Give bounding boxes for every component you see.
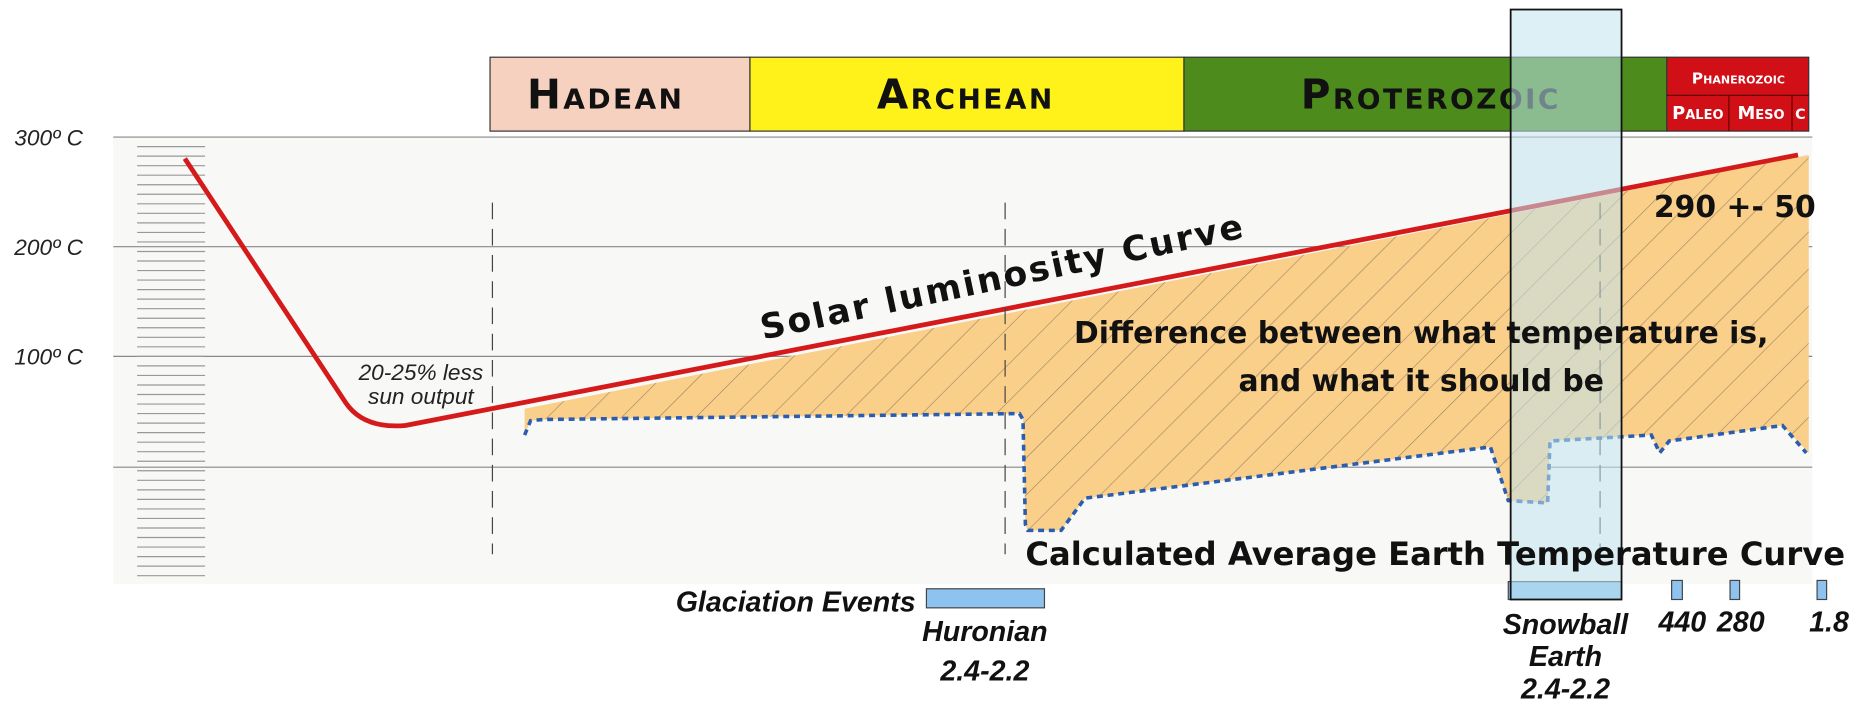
eon-label: Archean	[877, 70, 1055, 118]
glaciation-label: Earth	[1529, 641, 1602, 673]
glaciation-bar	[1816, 579, 1828, 601]
earth-temperature-curve	[522, 411, 1808, 533]
solar-luminosity-curve	[182, 152, 1799, 429]
glaciation-title: Glaciation Events	[676, 586, 916, 618]
axis-label: 200º C	[13, 235, 83, 260]
snowball-highlight	[1509, 8, 1623, 601]
annotation: and what it should be	[1238, 364, 1603, 399]
era-label: Meso	[1737, 103, 1784, 124]
era-label: C	[1795, 107, 1806, 123]
annotation: 20-25% less	[358, 360, 484, 385]
annotation: Calculated Average Earth Temperature Cur…	[1025, 535, 1845, 573]
glaciation-label: 2.4-2.2	[1520, 673, 1610, 702]
glaciation-label: 440	[1657, 607, 1706, 639]
annotation: sun output	[368, 384, 475, 409]
annotation: Difference between what temperature is,	[1074, 316, 1768, 351]
glaciation-bar	[1671, 579, 1683, 601]
glaciation-label: Huronian	[922, 616, 1048, 648]
glaciation-bar	[925, 588, 1046, 609]
difference-area	[524, 154, 1809, 531]
glaciation-label: 280	[1716, 607, 1765, 639]
eon-label: Hadean	[527, 70, 684, 118]
era-label: Paleo	[1672, 103, 1723, 124]
axis-label: 300º C	[14, 125, 83, 150]
glaciation-label: 2.4-2.2	[939, 656, 1029, 688]
glaciation-label: 1.8	[1809, 607, 1849, 639]
eon-label: Phanerozoic	[1692, 69, 1785, 87]
glaciation-label: Snowball	[1503, 609, 1630, 641]
axis-label: 100º C	[14, 345, 83, 370]
glaciation-bar	[1729, 579, 1741, 601]
scale-ladder	[137, 146, 206, 577]
annotation: 290 +- 50	[1654, 190, 1816, 225]
